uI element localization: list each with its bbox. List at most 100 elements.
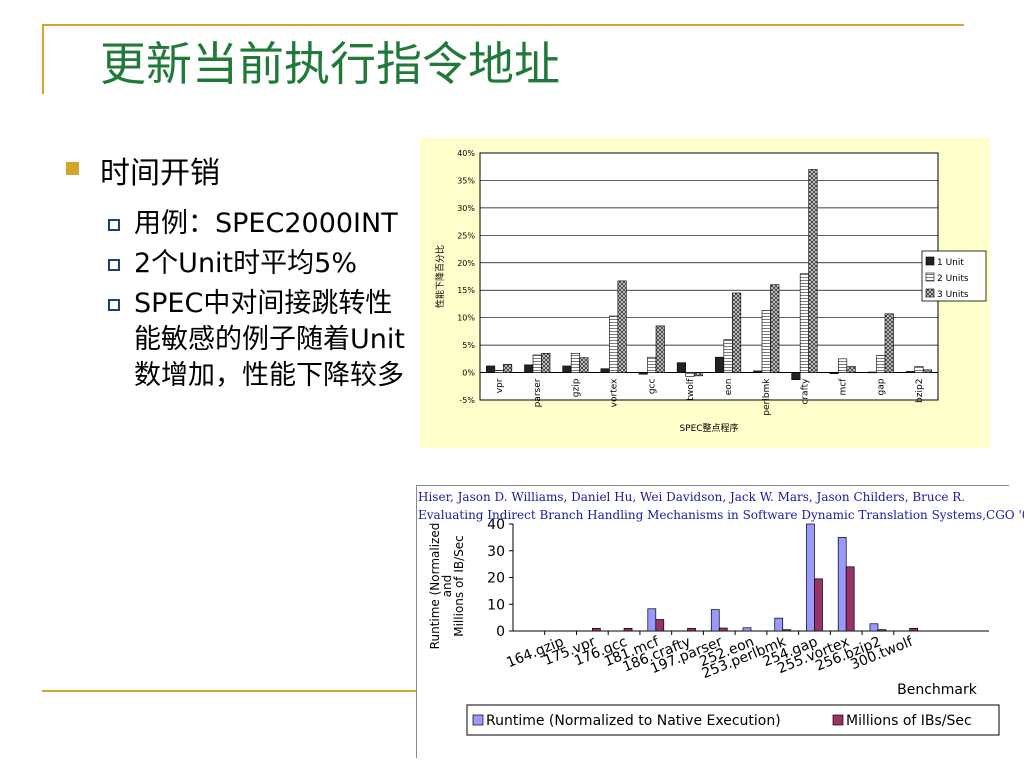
- citation-authors: Hiser, Jason D. Williams, Daniel Hu, Wei…: [418, 490, 966, 504]
- x-category-label: parser: [533, 378, 543, 407]
- bar-vpr-1: [486, 365, 496, 373]
- y-tick-label: 30: [487, 544, 505, 560]
- bar-197.parser-2: [718, 627, 728, 632]
- y-tick-label: 10%: [457, 314, 475, 323]
- legend-swatch: [925, 256, 935, 266]
- legend-label-runtime: Runtime (Normalized to Native Execution): [486, 713, 781, 729]
- bullet-text: 时间开销: [100, 156, 220, 191]
- bullet-list: 时间开销 用例：SPEC2000INT 2个Unit时平均5% SPEC中对间接…: [64, 148, 409, 398]
- bar-mcf-3: [846, 366, 856, 373]
- x-axis-title: SPEC整点程序: [679, 422, 738, 434]
- sub-bullet-text: 2个Unit时平均5%: [134, 248, 357, 279]
- legend-box: [466, 704, 1000, 736]
- bar-300.twolf-2: [909, 627, 919, 632]
- slide-title: 更新当前执行指令地址: [100, 37, 560, 91]
- y-tick-label: 35%: [457, 176, 475, 185]
- y-tick-label: 40%: [457, 149, 475, 158]
- citation: Hiser, Jason D. Williams, Daniel Hu, Wei…: [418, 488, 1024, 524]
- square-bullet-icon: [66, 162, 79, 175]
- x-category-label: eon: [724, 379, 734, 396]
- legend: Runtime (Normalized to Native Execution)…: [466, 704, 1000, 736]
- legend-swatch: [925, 288, 935, 298]
- bar-eon-2: [723, 339, 733, 373]
- bar-vortex-3: [617, 280, 627, 373]
- bar-twolf-3: [693, 372, 703, 377]
- footer-rule: [42, 690, 420, 692]
- bullet-time-overhead: 时间开销: [64, 148, 409, 192]
- bar-186.crafty-2: [687, 627, 696, 632]
- bar-gzip-3: [579, 357, 589, 373]
- x-category-label: crafty: [800, 378, 810, 405]
- x-category-label: twolf: [686, 378, 696, 401]
- bar-bzip2-3: [922, 369, 932, 373]
- hollow-square-bullet-icon: [108, 299, 120, 311]
- bar-crafty-3: [808, 169, 818, 373]
- bar-bzip2-2: [914, 366, 924, 373]
- bar-gap-2: [876, 355, 886, 373]
- sub-bullet-testcase: 用例：SPEC2000INT: [64, 206, 409, 242]
- y-tick-label: 20%: [457, 259, 475, 268]
- x-category-label: gcc: [648, 379, 658, 395]
- bar-255.vortex-2: [845, 566, 855, 632]
- x-category-label: vpr: [495, 378, 505, 393]
- bar-parser-3: [541, 353, 551, 373]
- bar-256.bzip2-1: [869, 623, 879, 632]
- runtime-ib-chart: 40 30 20 10 0 164.gzip 175.vpr 176.gcc 181.mcf 18…: [416, 485, 1009, 758]
- hollow-square-bullet-icon: [108, 219, 120, 231]
- sub-bullet-text: 用例：SPEC2000INT: [134, 208, 398, 239]
- legend: 1 Unit 2 Units 3 Units: [921, 250, 987, 302]
- bar-gcc-1: [638, 372, 648, 375]
- legend-label: 2 Units: [937, 274, 969, 284]
- bar-vortex-2: [609, 315, 619, 373]
- bar-181.mcf-1: [647, 608, 657, 632]
- hollow-square-bullet-icon: [108, 259, 120, 271]
- bar-gzip-1: [562, 365, 572, 373]
- x-axis-title: Benchmark: [897, 682, 978, 698]
- bar-253.perlbmk-1: [774, 617, 784, 632]
- bar-twolf-1: [676, 362, 686, 373]
- legend-swatch-ibs: [832, 714, 844, 726]
- legend-swatch-runtime: [472, 714, 484, 726]
- sub-bullet-text: SPEC中对间接跳转性能敏感的例子随着Unit数增加，性能下降较多: [134, 288, 405, 391]
- y-axis-title-line: Millions of IB/Sec: [452, 535, 466, 637]
- bar-parser-1: [524, 364, 534, 373]
- bar-gzip-2: [570, 353, 580, 373]
- y-tick-label: 0: [496, 624, 505, 640]
- y-axis-title: 性能下降百分比: [434, 245, 446, 308]
- bar-255.vortex-1: [837, 537, 847, 632]
- y-tick-label: 0%: [462, 369, 475, 378]
- bar-176.gcc-2: [623, 627, 633, 632]
- bar-gap-3: [884, 313, 894, 373]
- bar-252.eon-1: [742, 627, 752, 632]
- y-axis-title-line: and: [440, 575, 454, 598]
- bar-perlbmk-3: [770, 284, 780, 373]
- x-category-label: perlbmk: [762, 378, 772, 416]
- bar-256.bzip2-2: [877, 629, 887, 632]
- bar-eon-3: [732, 292, 742, 373]
- y-tick-label: 10: [487, 597, 505, 613]
- x-category-label: 300.twolf: [848, 633, 916, 673]
- legend-label-ibs: Millions of IBs/Sec: [846, 713, 972, 729]
- bar-crafty-1: [791, 372, 801, 380]
- bar-254.gap-2: [814, 578, 823, 632]
- x-category-label: mcf: [839, 378, 849, 396]
- bar-197.parser-1: [710, 609, 720, 632]
- title-top-rule: [42, 24, 964, 26]
- bar-gcc-3: [655, 325, 665, 373]
- runtime-ib-chart-svg: 403020100164.gzip175.vpr176.gcc181.mcf18…: [428, 517, 1000, 736]
- units-slowdown-chart: 40% 35% 30% 25% 20% 15% 10% 5% 0% -5% vpr parser gzi…: [420, 138, 990, 448]
- bar-perlbmk-2: [761, 310, 771, 373]
- y-tick-label: 20: [487, 571, 505, 587]
- y-tick-label: 40: [487, 517, 505, 533]
- bar-gcc-2: [647, 356, 657, 373]
- bar-crafty-2: [799, 273, 809, 373]
- bar-twolf-2: [685, 372, 695, 377]
- bar-mcf-2: [838, 358, 848, 373]
- citation-paper: Evaluating Indirect Branch Handling Mech…: [418, 508, 1024, 522]
- bar-175.vpr-2: [591, 627, 601, 632]
- bar-mcf-1: [829, 372, 839, 374]
- bar-181.mcf-2: [655, 619, 665, 632]
- x-category-label: gzip: [571, 378, 581, 397]
- bar-254.gap-1: [806, 523, 815, 632]
- plot-area: [479, 152, 939, 401]
